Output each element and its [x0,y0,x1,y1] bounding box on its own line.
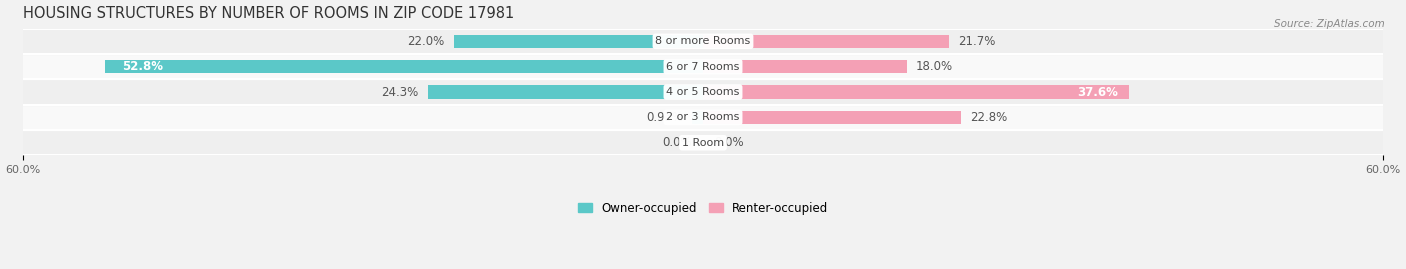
Text: 21.7%: 21.7% [957,35,995,48]
Text: Source: ZipAtlas.com: Source: ZipAtlas.com [1274,19,1385,29]
Text: 2 or 3 Rooms: 2 or 3 Rooms [666,112,740,122]
Text: 0.93%: 0.93% [647,111,683,124]
Bar [22,79,1384,105]
Legend: Owner-occupied, Renter-occupied: Owner-occupied, Renter-occupied [572,197,834,219]
Bar [22,29,1384,54]
Text: 8 or more Rooms: 8 or more Rooms [655,36,751,46]
Text: 22.0%: 22.0% [408,35,444,48]
Bar [703,86,1129,99]
Text: 4 or 5 Rooms: 4 or 5 Rooms [666,87,740,97]
Bar [22,130,1384,155]
Bar [703,35,949,48]
Text: 1 Room: 1 Room [682,138,724,148]
Bar [22,54,1384,79]
Text: 24.3%: 24.3% [381,86,419,98]
Text: 6 or 7 Rooms: 6 or 7 Rooms [666,62,740,72]
Bar [703,60,907,73]
Text: 52.8%: 52.8% [122,60,163,73]
Bar [22,105,1384,130]
Bar [454,35,703,48]
Text: 18.0%: 18.0% [917,60,953,73]
Text: 0.0%: 0.0% [714,136,744,149]
Bar [693,111,703,124]
Bar [703,111,962,124]
Bar [105,60,703,73]
Text: 0.0%: 0.0% [662,136,692,149]
Text: HOUSING STRUCTURES BY NUMBER OF ROOMS IN ZIP CODE 17981: HOUSING STRUCTURES BY NUMBER OF ROOMS IN… [22,6,515,20]
Text: 22.8%: 22.8% [970,111,1008,124]
Bar [427,86,703,99]
Text: 37.6%: 37.6% [1077,86,1118,98]
